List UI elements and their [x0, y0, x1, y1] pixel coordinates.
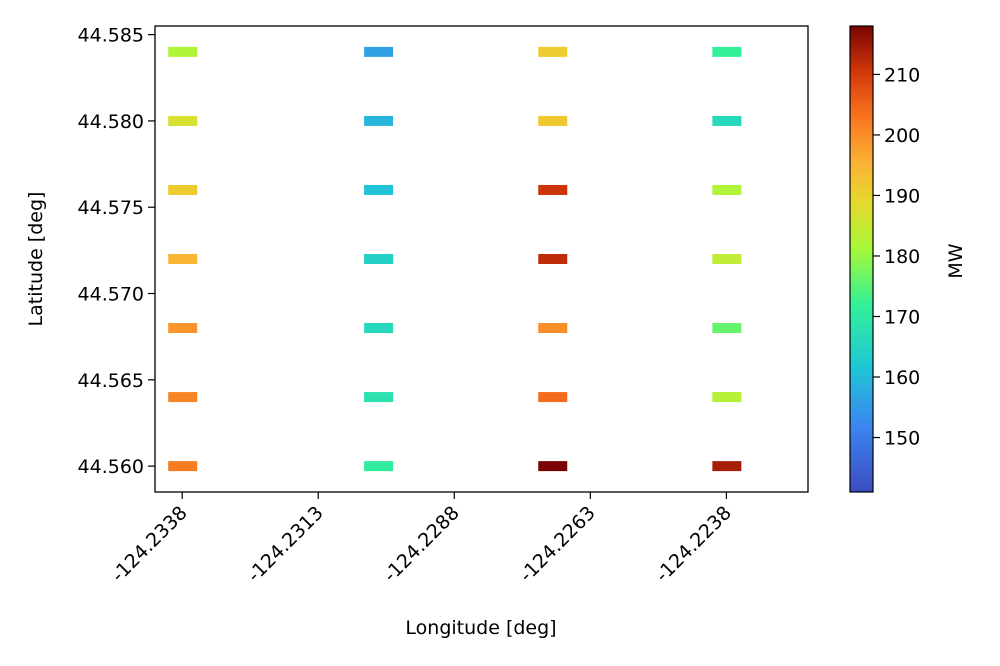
data-point [168, 461, 198, 472]
y-axis-label: Latitude [deg] [25, 192, 47, 327]
data-point [168, 115, 198, 126]
data-point [712, 115, 742, 126]
data-point [712, 392, 742, 403]
data-point [364, 254, 394, 264]
data-point [364, 323, 394, 334]
x-tick-label: -124.2263 [515, 502, 600, 587]
y-tick-label: 44.560 [78, 456, 144, 478]
y-axis: 44.560 44.565 44.570 44.575 44.580 44.585 [78, 25, 155, 478]
colorbar-tick-label: 180 [884, 246, 920, 268]
x-axis-label: Longitude [deg] [405, 617, 556, 639]
plot-frame [154, 25, 809, 493]
data-point [364, 184, 394, 195]
data-point [364, 115, 394, 126]
colorbar-tick-label: 170 [884, 306, 920, 328]
colorbar-tick-label: 190 [884, 185, 920, 207]
data-points [168, 46, 742, 472]
y-tick-label: 44.570 [78, 284, 144, 306]
data-point [538, 115, 568, 126]
data-point [538, 46, 568, 57]
colorbar-tick-label: 200 [884, 125, 920, 147]
data-point [712, 323, 742, 334]
colorbar-tick-label: 160 [884, 367, 920, 389]
y-tick-label: 44.575 [78, 197, 144, 219]
x-tick-label: -124.2238 [651, 502, 736, 587]
data-point [168, 254, 198, 264]
colorbar-axis: 150 160 170 180 190 200 210 [873, 64, 920, 450]
y-tick-label: 44.580 [78, 111, 144, 133]
data-point [712, 46, 742, 57]
data-point [712, 184, 742, 195]
data-point [538, 323, 568, 334]
colorbar [849, 25, 874, 493]
colorbar-tick-label: 210 [884, 64, 920, 86]
x-axis: -124.2338 -124.2313 -124.2288 -124.2263 -124… [107, 492, 736, 586]
data-point [538, 184, 568, 195]
data-point [364, 461, 394, 472]
x-tick-label: -124.2288 [379, 502, 464, 587]
x-tick-label: -124.2313 [243, 502, 328, 587]
data-point [712, 461, 742, 472]
data-point [168, 46, 198, 57]
data-point [364, 46, 394, 57]
colorbar-tick-label: 150 [884, 428, 920, 450]
data-point [168, 184, 198, 195]
data-point [538, 254, 568, 264]
data-point [168, 392, 198, 403]
y-tick-label: 44.585 [78, 25, 144, 47]
x-tick-label: -124.2338 [107, 502, 192, 587]
data-point [538, 461, 568, 472]
y-tick-label: 44.565 [78, 370, 144, 392]
data-point [364, 392, 394, 403]
data-point [712, 254, 742, 264]
data-point [168, 323, 198, 334]
data-point [538, 392, 568, 403]
colorbar-label: MW [945, 243, 967, 278]
